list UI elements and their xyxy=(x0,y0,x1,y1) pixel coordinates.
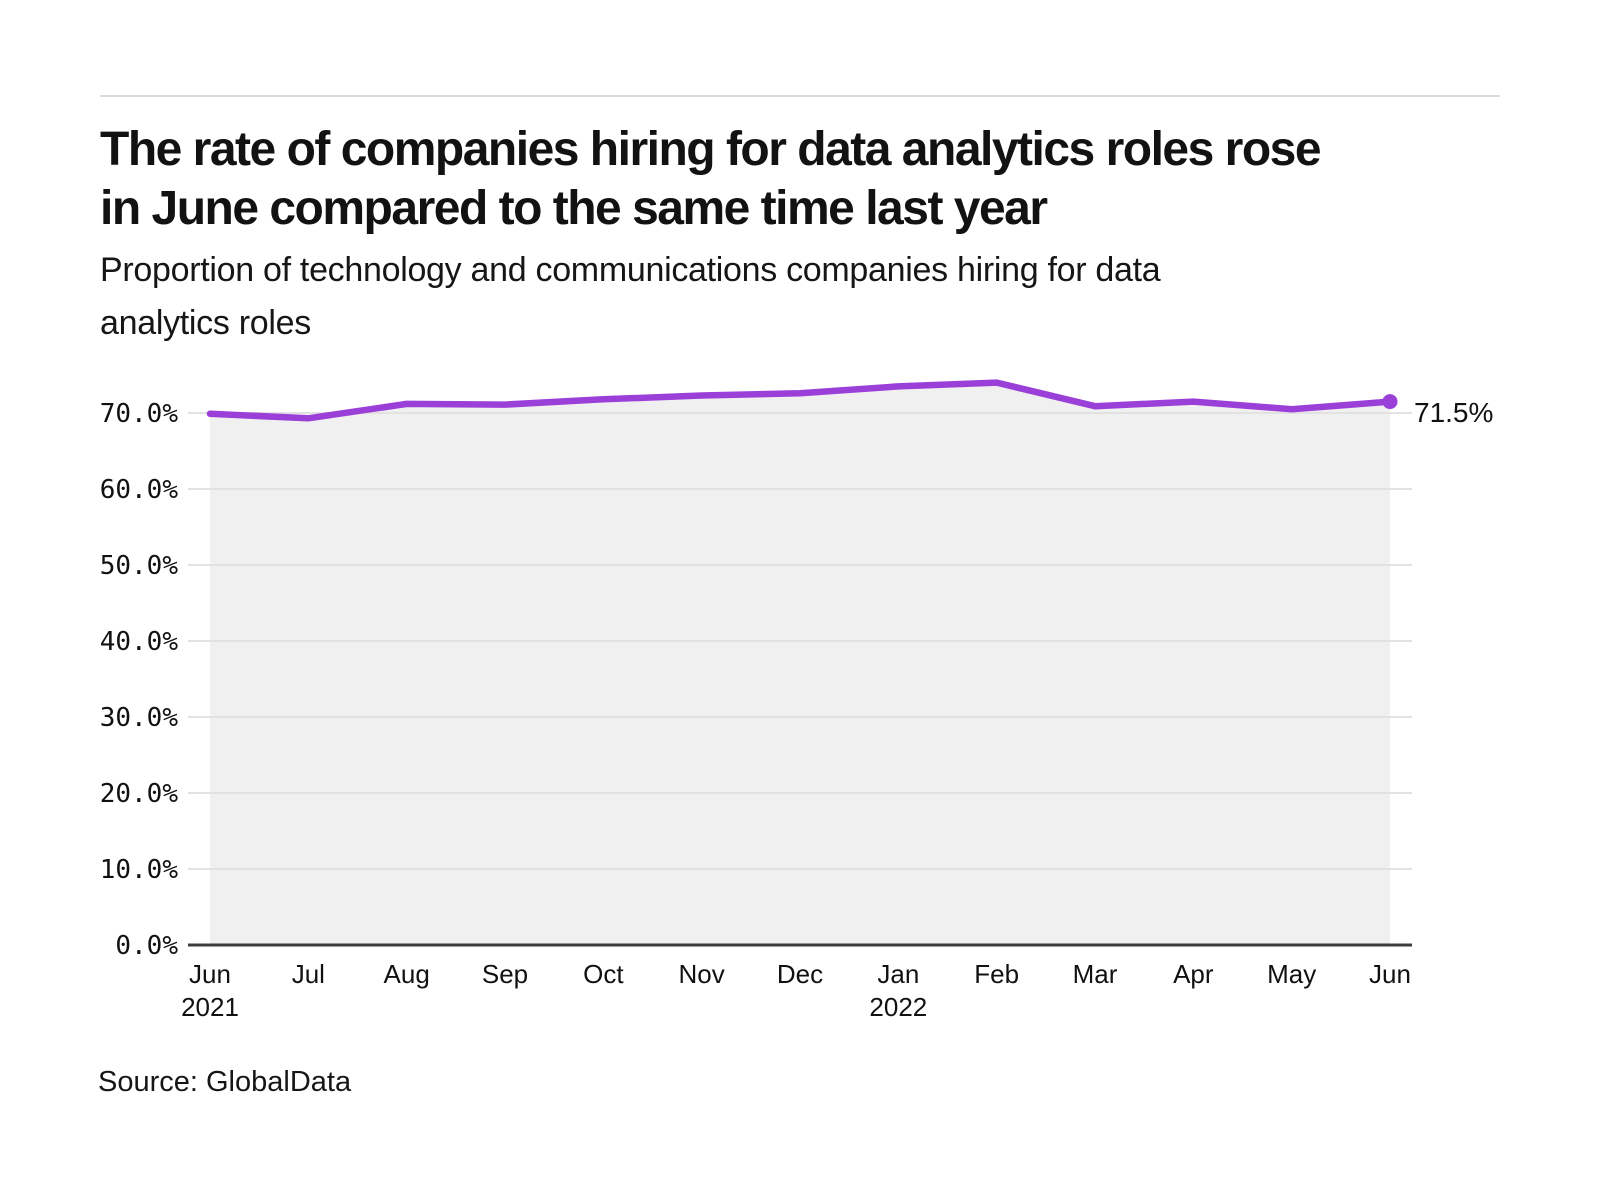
end-point-dot xyxy=(1382,394,1398,410)
x-tick-label-6: Dec xyxy=(777,959,823,989)
x-tick-label-12: Jun xyxy=(1369,959,1411,989)
x-tick-label-8: Feb xyxy=(974,959,1019,989)
x-year-label-2022: 2022 xyxy=(869,992,927,1022)
x-tick-label-9: Mar xyxy=(1073,959,1118,989)
x-tick-label-7: Jan xyxy=(877,959,919,989)
y-tick-label-40: 40.0% xyxy=(100,627,179,657)
y-tick-label-10: 10.0% xyxy=(100,855,179,885)
chart-title: The rate of companies hiring for data an… xyxy=(100,120,1550,238)
y-tick-label-30: 30.0% xyxy=(100,703,179,733)
y-tick-label-20: 20.0% xyxy=(100,779,179,809)
y-tick-label-0: 0.0% xyxy=(115,931,178,961)
chart-subtitle-line-1: Proportion of technology and communicati… xyxy=(100,251,1161,289)
top-divider xyxy=(100,95,1500,97)
area-fill xyxy=(210,382,1390,946)
source-text: Source: GlobalData xyxy=(98,1066,352,1098)
chart-subtitle-line-2: analytics roles xyxy=(100,304,311,342)
x-tick-label-4: Oct xyxy=(583,959,624,989)
chart-title-line-2: in June compared to the same time last y… xyxy=(100,182,1048,235)
x-tick-label-1: Jul xyxy=(292,959,325,989)
chart-subtitle: Proportion of technology and communicati… xyxy=(100,244,1550,350)
x-tick-label-2: Aug xyxy=(384,959,430,989)
x-tick-label-11: May xyxy=(1267,959,1316,989)
x-tick-label-0: Jun xyxy=(189,959,231,989)
y-tick-label-70: 70.0% xyxy=(100,399,179,429)
end-value-label: 71.5% xyxy=(1414,397,1493,428)
x-tick-label-5: Nov xyxy=(679,959,725,989)
source-attribution: Source: GlobalData xyxy=(98,1064,351,1100)
x-year-label-2021: 2021 xyxy=(181,992,239,1022)
x-tick-label-10: Apr xyxy=(1173,959,1214,989)
y-tick-label-60: 60.0% xyxy=(100,475,179,505)
chart-title-line-1: The rate of companies hiring for data an… xyxy=(100,123,1322,176)
y-tick-label-50: 50.0% xyxy=(100,551,179,581)
x-tick-label-3: Sep xyxy=(482,959,528,989)
trend-line xyxy=(206,379,1394,422)
